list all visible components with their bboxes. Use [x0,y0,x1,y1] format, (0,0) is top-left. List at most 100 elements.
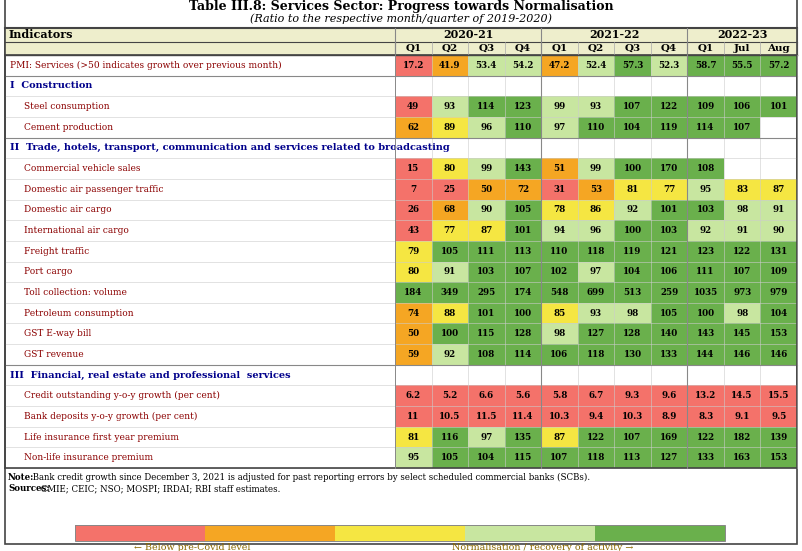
Text: 41.9: 41.9 [439,61,460,70]
Text: 106: 106 [550,350,569,359]
Text: 100: 100 [623,164,642,173]
Text: Q4: Q4 [515,44,531,53]
Text: 57.3: 57.3 [622,61,643,70]
Bar [431,199,468,220]
Text: 9.6: 9.6 [662,391,677,400]
Bar [468,323,504,344]
Text: 93: 93 [590,309,602,317]
Bar [614,96,650,117]
Text: 72: 72 [516,185,529,194]
Bar [724,220,760,241]
Text: 43: 43 [407,226,419,235]
Text: 101: 101 [770,102,788,111]
Bar [431,323,468,344]
Text: 11.4: 11.4 [512,412,533,421]
Bar [577,447,614,468]
Text: 153: 153 [770,453,788,462]
Text: CMIE; CEIC; NSO; MOSPI; IRDAI; RBI staff estimates.: CMIE; CEIC; NSO; MOSPI; IRDAI; RBI staff… [38,484,281,493]
Bar [395,55,431,75]
Text: Bank deposits y-o-y growth (per cent): Bank deposits y-o-y growth (per cent) [24,412,197,421]
Text: 87: 87 [480,226,492,235]
Text: Non-life insurance premium: Non-life insurance premium [24,453,153,462]
Text: 143: 143 [696,329,715,338]
Text: 93: 93 [590,102,602,111]
Bar [650,199,687,220]
Text: 11.5: 11.5 [476,412,497,421]
Text: 94: 94 [553,226,565,235]
Bar [577,179,614,199]
Bar [614,303,650,323]
Text: 107: 107 [733,123,751,132]
Text: 85: 85 [553,309,565,317]
Text: 110: 110 [514,123,532,132]
Bar [395,447,431,468]
Bar [577,385,614,406]
Text: 110: 110 [550,247,569,256]
Text: PMI: Services (>50 indicates growth over previous month): PMI: Services (>50 indicates growth over… [10,61,282,70]
Text: 145: 145 [733,329,751,338]
Text: 55.5: 55.5 [731,61,753,70]
Text: 26: 26 [407,206,419,214]
Text: GST revenue: GST revenue [24,350,83,359]
Text: Bank credit growth since December 3, 2021 is adjusted for past reporting errors : Bank credit growth since December 3, 202… [30,473,590,482]
Text: 109: 109 [770,267,788,276]
Bar [577,199,614,220]
Text: Life insurance first year premium: Life insurance first year premium [24,433,179,441]
Bar [614,406,650,426]
Bar [614,220,650,241]
Bar [395,220,431,241]
Bar [395,406,431,426]
Text: 548: 548 [550,288,569,297]
Text: Q1: Q1 [698,44,714,53]
Bar [468,96,504,117]
Text: Steel consumption: Steel consumption [24,102,110,111]
Text: 105: 105 [440,247,459,256]
Bar [541,385,577,406]
Text: 83: 83 [736,185,748,194]
Bar [395,344,431,365]
Bar [614,262,650,282]
Bar [760,199,797,220]
Text: 80: 80 [407,267,419,276]
Text: 87: 87 [772,185,785,194]
Bar [724,179,760,199]
Text: 123: 123 [514,102,532,111]
Text: 119: 119 [623,247,642,256]
Text: 107: 107 [550,453,569,462]
Text: 99: 99 [480,164,492,173]
Bar [75,525,725,541]
Bar [431,220,468,241]
Bar [504,179,541,199]
Bar [504,447,541,468]
Bar [687,199,724,220]
Text: 77: 77 [444,226,456,235]
Text: 128: 128 [623,329,642,338]
Text: 113: 113 [623,453,642,462]
Bar [431,262,468,282]
Bar [431,158,468,179]
Text: 153: 153 [770,329,788,338]
Bar [687,96,724,117]
Text: 31: 31 [553,185,565,194]
Bar [760,282,797,303]
Bar [614,199,650,220]
Bar [687,55,724,75]
Bar [724,117,760,138]
Bar [577,426,614,447]
Bar [395,96,431,117]
Text: 107: 107 [514,267,532,276]
Bar [468,303,504,323]
Bar [468,179,504,199]
Text: 57.2: 57.2 [768,61,789,70]
Bar [541,406,577,426]
Text: 127: 127 [587,329,606,338]
Text: ← Below pre-Covid level: ← Below pre-Covid level [134,543,250,551]
Bar [687,262,724,282]
Text: 108: 108 [477,350,496,359]
Bar [760,262,797,282]
Text: 99: 99 [590,164,602,173]
Bar [687,385,724,406]
Text: Q1: Q1 [405,44,421,53]
Text: 122: 122 [733,247,751,256]
Bar [724,199,760,220]
